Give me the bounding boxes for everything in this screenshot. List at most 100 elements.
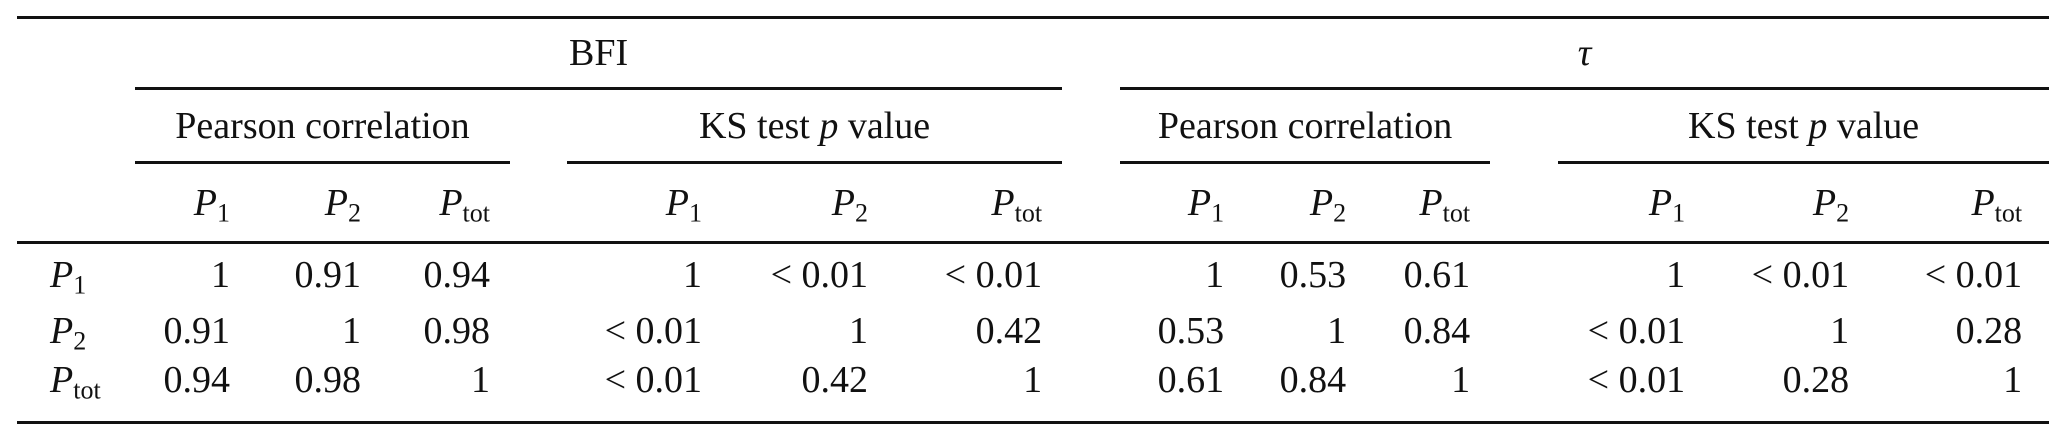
- col-header-tau-ks-ptot: Ptot: [1869, 162, 2050, 245]
- col-header-bfi-pearson-p1: P1: [135, 162, 250, 245]
- bottom-spacer-row: [17, 405, 2049, 419]
- col-header-tau-ks-p1: P1: [1558, 162, 1706, 245]
- p-subscript: 1: [1672, 198, 1686, 228]
- p-symbol: P: [50, 309, 74, 352]
- cell-tau-ks: < 0.01: [1587, 358, 1686, 401]
- ks-label-pre: KS test: [698, 104, 810, 147]
- p-subscript: 2: [1333, 198, 1347, 228]
- column-header-row: P1 P2 Ptot P1 P2 Ptot P1 P2 Ptot P1 P2 P…: [17, 162, 2050, 245]
- cell-tau-pearson: 1: [1327, 309, 1347, 352]
- spacer-cell: [1062, 162, 1121, 245]
- col-header-tau-ks-p2: P2: [1705, 162, 1870, 245]
- p-symbol: P: [439, 181, 463, 224]
- cell-bfi-pearson: 1: [471, 358, 490, 401]
- cell-bfi-pearson: 0.94: [423, 254, 491, 297]
- p-symbol: P: [665, 181, 689, 224]
- subgroup-header-tau-pearson: Pearson correlation: [1120, 88, 1491, 165]
- cell-bfi-pearson: 1: [211, 254, 230, 297]
- p-subscript: 2: [348, 198, 361, 228]
- spacer-cell: [510, 162, 567, 245]
- p-subscript: 2: [73, 326, 87, 356]
- ks-label-pre: KS test: [1688, 104, 1799, 147]
- spacer-cell: [510, 306, 567, 355]
- p-symbol: P: [1309, 181, 1334, 224]
- p-symbol: P: [991, 181, 1015, 224]
- spacer-cell: [1062, 19, 1120, 89]
- ks-label-post: value: [1836, 104, 1920, 147]
- corner-cell: [17, 19, 135, 89]
- subgroup-header-bfi-pearson: Pearson correlation: [135, 88, 510, 165]
- p-subscript: tot: [1014, 198, 1043, 228]
- cell-bfi-pearson: 0.98: [423, 309, 491, 352]
- subgroup-header-bfi-ks: KS test p value: [567, 88, 1063, 165]
- p-subscript: 2: [1836, 198, 1850, 228]
- cell-bfi-pearson: 0.94: [163, 358, 231, 401]
- group-header-bfi: BFI: [135, 19, 1063, 91]
- ks-label-p: p: [1808, 104, 1828, 147]
- cell-tau-pearson: 0.53: [1157, 309, 1225, 352]
- table-row-p1: P1 1 0.91 0.94 1 < 0.01 < 0.01 1 0.53 0.…: [17, 243, 2049, 307]
- spacer-cell: [1490, 89, 1558, 163]
- spacer-cell: [1062, 306, 1120, 355]
- cell-bfi-ks: < 0.01: [604, 358, 702, 401]
- p-subscript: 1: [1211, 198, 1225, 228]
- col-header-bfi-pearson-ptot: Ptot: [381, 162, 510, 245]
- cell-bfi-ks: 0.42: [975, 309, 1043, 352]
- row-label-p1: P1: [17, 243, 135, 307]
- spacer-cell: [1490, 306, 1558, 355]
- p-symbol: P: [1187, 181, 1212, 224]
- cell-tau-pearson: 1: [1451, 358, 1471, 401]
- cell-bfi-ks: 1: [849, 309, 868, 352]
- p-subscript: tot: [462, 198, 490, 228]
- spacer-cell: [1490, 243, 1558, 307]
- table-row-ptot: Ptot 0.94 0.98 1 < 0.01 0.42 1 0.61 0.84…: [17, 355, 2049, 404]
- row-label-ptot: Ptot: [17, 355, 135, 404]
- ks-label-post: value: [847, 104, 931, 147]
- spacer-cell: [510, 355, 567, 404]
- p-subscript: 1: [73, 270, 87, 300]
- p-subscript: tot: [1442, 198, 1471, 228]
- cell-tau-ks: < 0.01: [1587, 309, 1686, 352]
- p-symbol: P: [1419, 181, 1443, 224]
- p-symbol: P: [1812, 181, 1837, 224]
- group-header-row: BFI τ: [17, 19, 2050, 91]
- spacer-cell: [510, 243, 567, 307]
- col-header-bfi-ks-p1: P1: [567, 162, 722, 245]
- cell-bfi-pearson: 0.98: [294, 358, 362, 401]
- p-subscript: tot: [1994, 198, 2023, 228]
- col-header-bfi-ks-ptot: Ptot: [888, 162, 1063, 245]
- row-label-p2: P2: [17, 306, 135, 355]
- col-header-tau-pearson-p1: P1: [1120, 162, 1245, 245]
- cell-bfi-ks: 1: [1023, 358, 1043, 401]
- p-symbol: P: [193, 181, 217, 224]
- subgroup-header-tau-ks: KS test p value: [1558, 88, 2050, 165]
- p-subscript: 1: [689, 198, 702, 228]
- ks-label-p: p: [819, 104, 839, 147]
- p-symbol: P: [324, 181, 348, 224]
- spacer-cell: [1062, 355, 1120, 404]
- cell-bfi-pearson: 1: [342, 309, 361, 352]
- cell-tau-pearson: 0.84: [1403, 309, 1471, 352]
- cell-tau-ks: 0.28: [1955, 309, 2023, 352]
- cell-tau-ks: 1: [1666, 254, 1686, 297]
- group-header-tau: τ: [1120, 19, 2050, 91]
- spacer-cell: [1490, 355, 1558, 404]
- cell-tau-pearson: 0.53: [1279, 254, 1347, 297]
- cell-bfi-ks: < 0.01: [944, 254, 1043, 297]
- correlation-table: BFI τ Pearson correlation KS test p valu…: [17, 19, 2050, 419]
- cell-bfi-ks: < 0.01: [604, 309, 702, 352]
- correlation-table-wrapper: BFI τ Pearson correlation KS test p valu…: [17, 16, 2050, 424]
- cell-bfi-ks: 1: [683, 254, 702, 297]
- cell-tau-ks: 1: [2003, 358, 2023, 401]
- p-symbol: P: [50, 254, 74, 297]
- cell-bfi-ks: < 0.01: [770, 254, 868, 297]
- p-subscript: 2: [855, 198, 868, 228]
- table-row-p2: P2 0.91 1 0.98 < 0.01 1 0.42 0.53 1 0.84…: [17, 306, 2049, 355]
- spacer-cell: [1062, 243, 1120, 307]
- col-header-tau-pearson-p2: P2: [1244, 162, 1367, 245]
- p-subscript: tot: [73, 375, 101, 405]
- p-symbol: P: [831, 181, 855, 224]
- cell-tau-pearson: 0.61: [1157, 358, 1225, 401]
- p-subscript: 1: [217, 198, 230, 228]
- p-symbol: P: [1971, 181, 1995, 224]
